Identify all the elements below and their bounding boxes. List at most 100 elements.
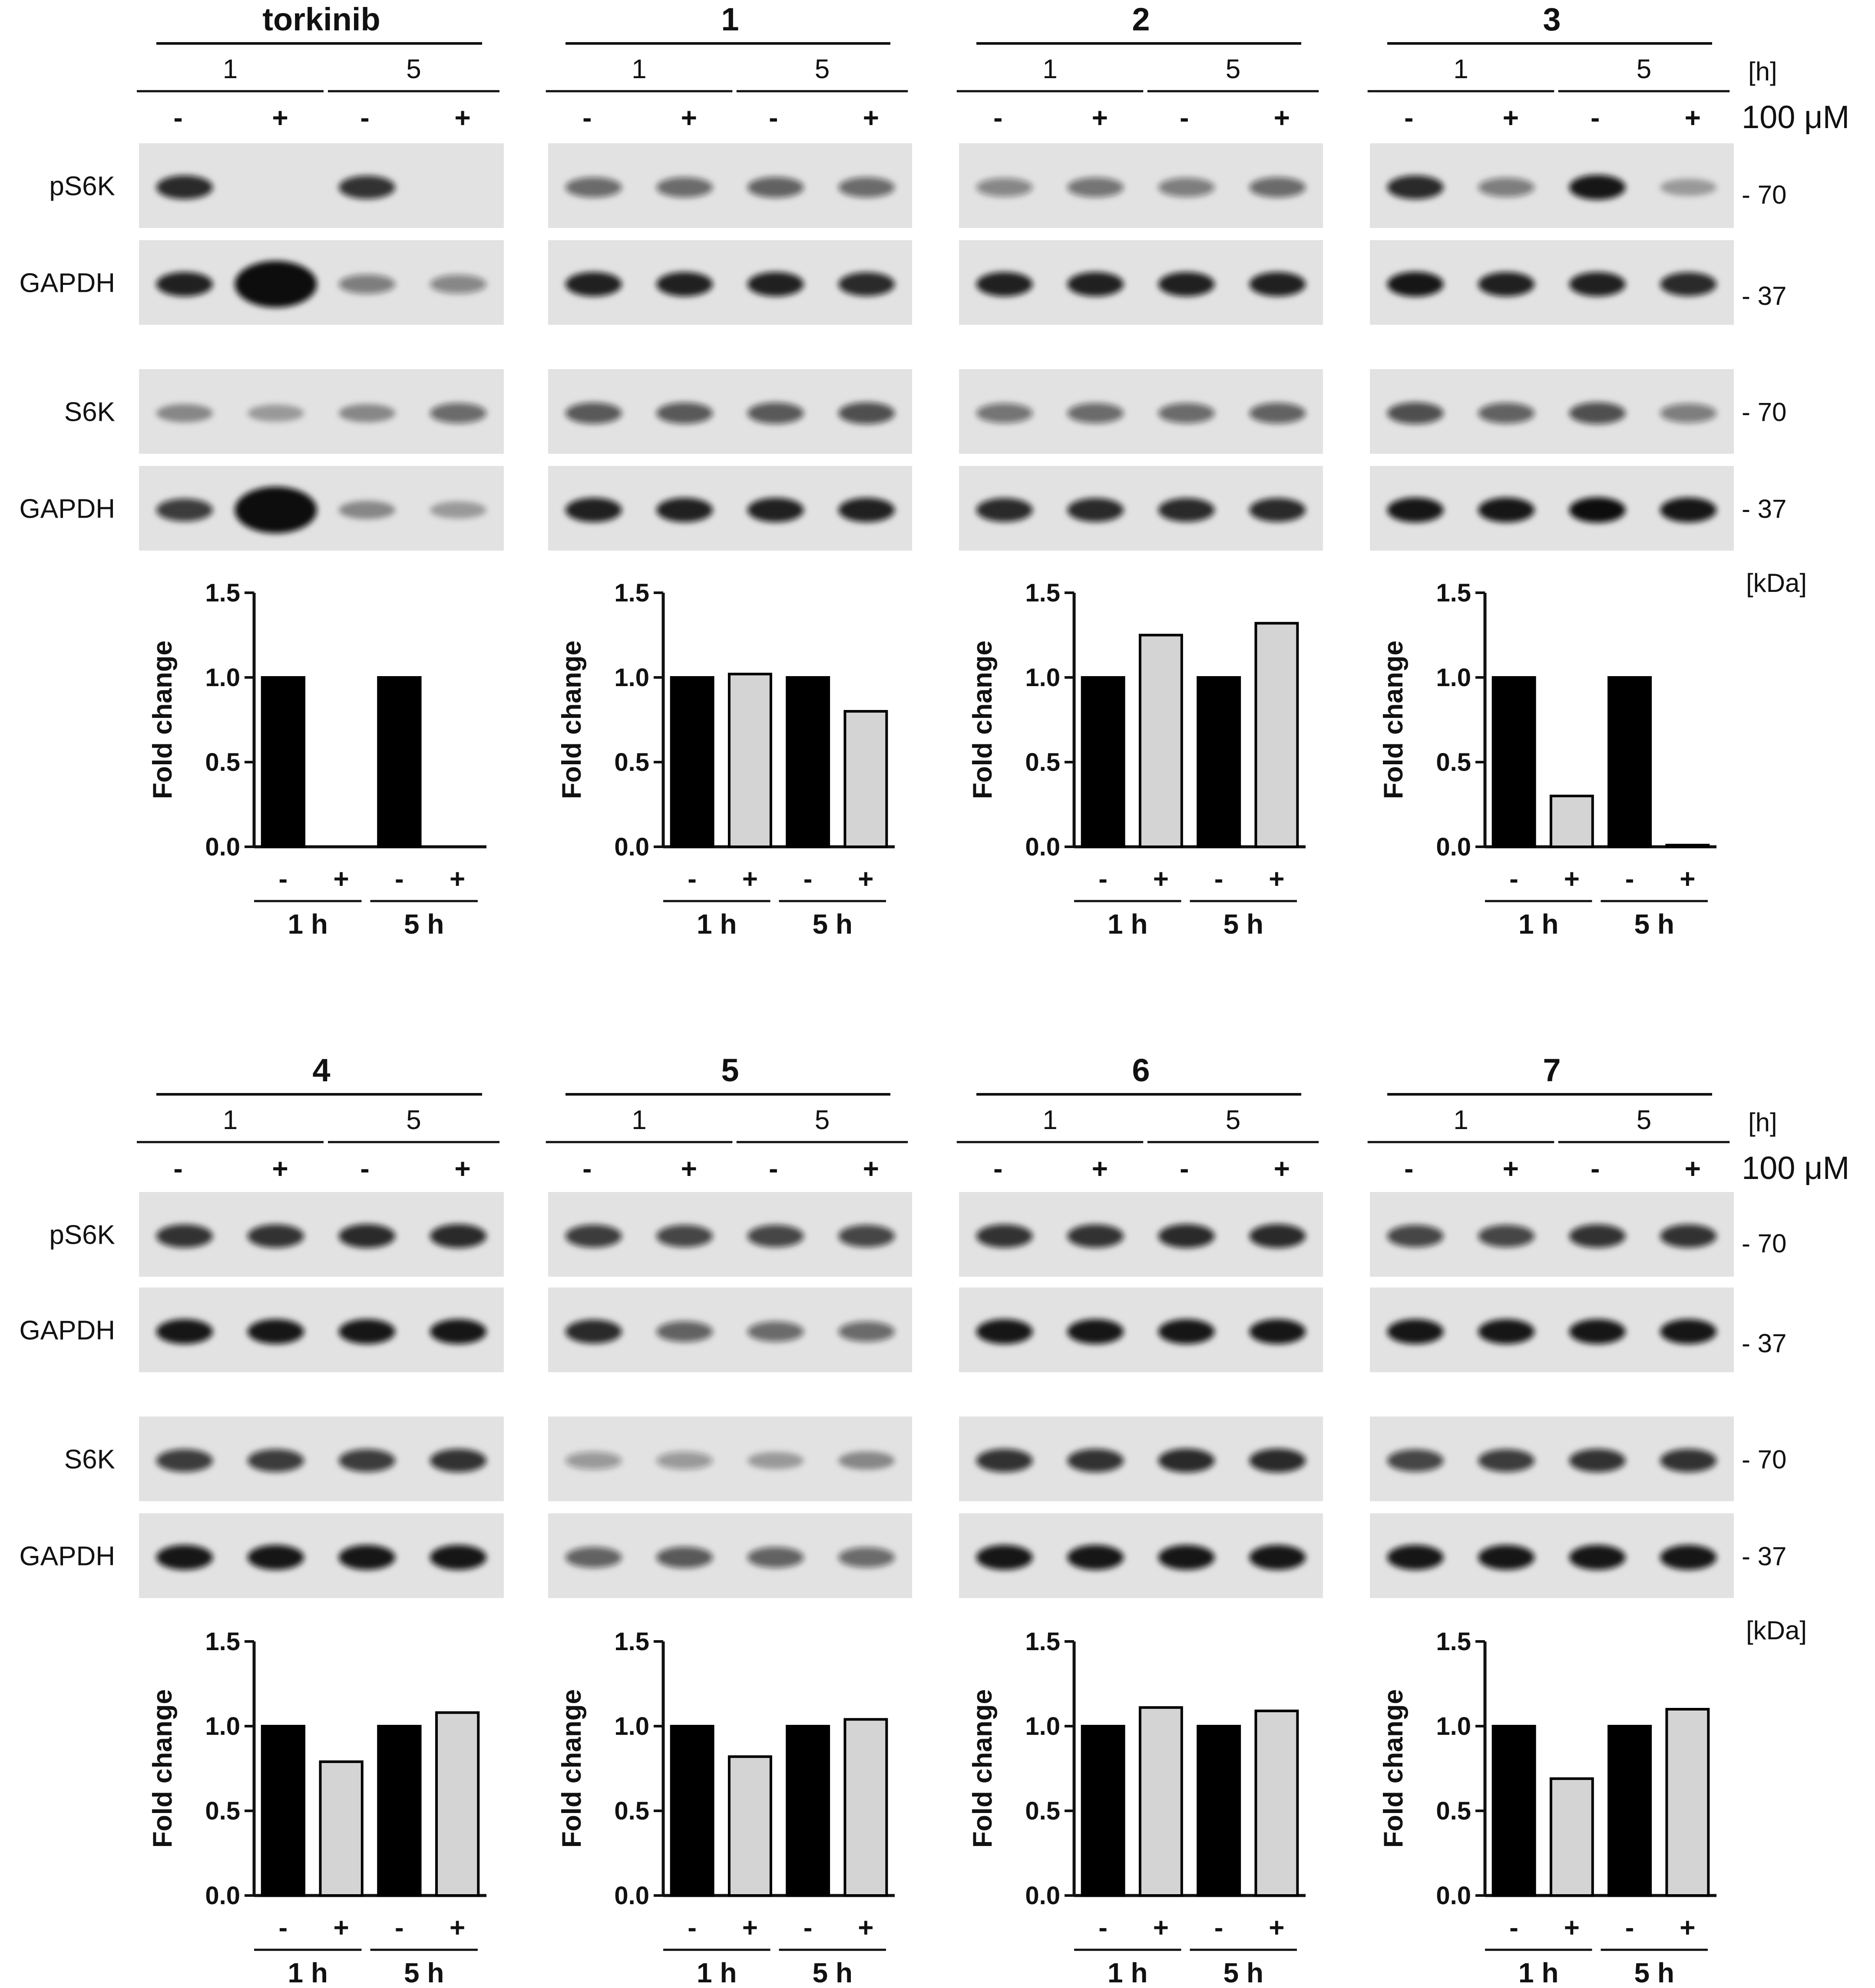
time-label: 1 bbox=[632, 54, 646, 84]
blot-band bbox=[565, 272, 622, 297]
treatment-sign: - bbox=[769, 1153, 778, 1184]
kda-marker: - 37 bbox=[1742, 1329, 1786, 1358]
blot-strip bbox=[959, 1417, 1323, 1501]
blot-band bbox=[1569, 1545, 1626, 1570]
blot-band bbox=[976, 403, 1033, 423]
bar-control bbox=[377, 676, 422, 848]
bar-treated bbox=[728, 1755, 772, 1897]
kda-marker: - 70 bbox=[1742, 180, 1786, 209]
blot-band bbox=[838, 402, 895, 424]
blot-band bbox=[1478, 1225, 1535, 1248]
blot-strip bbox=[959, 369, 1323, 454]
blot-band bbox=[1569, 497, 1626, 523]
blot-band bbox=[156, 175, 213, 199]
bar-treated bbox=[1665, 1708, 1710, 1897]
blot-band bbox=[1067, 272, 1124, 297]
blot-band bbox=[1067, 403, 1124, 423]
blot-strip bbox=[139, 369, 504, 454]
group-label: 5 h bbox=[1634, 1957, 1674, 1988]
blot-band bbox=[1387, 402, 1444, 424]
treatment-sign: + bbox=[1092, 1153, 1108, 1184]
treatment-sign: + bbox=[454, 102, 470, 133]
bar-treated bbox=[1138, 634, 1183, 848]
group-label: 1 h bbox=[1518, 1957, 1558, 1988]
bar-treatment-sign: - bbox=[688, 864, 697, 894]
bar-control bbox=[261, 676, 306, 848]
blot-band bbox=[838, 498, 895, 522]
blot-strip bbox=[959, 240, 1323, 325]
row-label-s6k: S6K bbox=[64, 397, 115, 427]
blot-band bbox=[1158, 403, 1215, 423]
kda-marker: - 70 bbox=[1742, 1445, 1786, 1474]
y-axis-label: Fold change bbox=[968, 1689, 998, 1848]
blot-band bbox=[1660, 1319, 1717, 1344]
y-tick-label: 0.0 bbox=[1436, 833, 1471, 861]
y-tick-label: 1.0 bbox=[205, 664, 240, 692]
time-unit: [h] bbox=[1748, 1108, 1777, 1137]
treatment-sign: + bbox=[863, 1153, 879, 1184]
blot-band bbox=[1249, 272, 1306, 297]
treatment-sign: - bbox=[173, 102, 182, 133]
bar-treatment-sign: - bbox=[1098, 1913, 1108, 1943]
treatment-sign: + bbox=[1503, 102, 1519, 133]
blot-band bbox=[430, 501, 487, 519]
blot-band bbox=[1158, 178, 1215, 197]
bar-control bbox=[670, 676, 714, 848]
blot-band bbox=[1067, 1319, 1124, 1344]
panel-3: 3 1 5 - + - +0.0 0.5 1.0 1.5 Fold change - + - +1 h 5 h bbox=[1367, 1, 1734, 940]
treatment-sign: + bbox=[272, 1153, 288, 1184]
blot-band bbox=[1249, 403, 1306, 424]
bar-chart: 0.0 0.5 1.0 1.5 Fold change - + - +1 h 5 h bbox=[148, 579, 486, 940]
group-label: 5 h bbox=[1224, 1957, 1263, 1988]
panel-title: 1 bbox=[721, 1, 739, 37]
blot-band bbox=[247, 1545, 304, 1570]
blot-band bbox=[565, 1547, 622, 1568]
bar-control bbox=[1081, 676, 1125, 848]
blot-strip bbox=[139, 240, 504, 325]
kda-marker: - 70 bbox=[1742, 398, 1786, 427]
treatment-sign: - bbox=[1591, 102, 1600, 133]
bar-treatment-sign: - bbox=[688, 1913, 697, 1943]
treatment-sign: - bbox=[1404, 1153, 1413, 1184]
panel-4: 4 1 5 - + - +0.0 0.5 1.0 1.5 Fold change - + - +1 h 5 h bbox=[137, 1052, 504, 1988]
row-label-s6k: S6K bbox=[64, 1445, 115, 1475]
y-tick-label: 1.0 bbox=[1436, 664, 1471, 692]
kda-marker: - 37 bbox=[1742, 1542, 1786, 1571]
treatment-sign: - bbox=[1404, 102, 1413, 133]
blot-band bbox=[656, 272, 713, 297]
time-label: 5 bbox=[815, 1105, 830, 1135]
y-tick-label: 0.5 bbox=[1025, 748, 1060, 776]
blot-band bbox=[1158, 498, 1215, 522]
blot-band bbox=[976, 1449, 1033, 1473]
bar-treatment-sign: - bbox=[279, 864, 288, 894]
bar-chart: 0.0 0.5 1.0 1.5 Fold change - + - +1 h 5 h bbox=[557, 1628, 895, 1988]
bar-treatment-sign: - bbox=[1625, 1913, 1634, 1943]
blot-band bbox=[656, 1225, 713, 1248]
y-tick-label: 0.0 bbox=[614, 833, 649, 861]
kda-marker: - 70 bbox=[1742, 1229, 1786, 1258]
blot-band bbox=[565, 1451, 622, 1470]
bar-treated bbox=[728, 673, 772, 848]
blot-band bbox=[156, 499, 213, 522]
treatment-sign: + bbox=[1685, 1153, 1701, 1184]
treatment-sign: - bbox=[360, 1153, 369, 1184]
blot-band bbox=[1478, 272, 1535, 297]
blot-strip bbox=[959, 466, 1323, 551]
bar-chart: 0.0 0.5 1.0 1.5 Fold change - + - +1 h 5 h bbox=[968, 1628, 1306, 1988]
blot-band bbox=[1569, 272, 1626, 297]
y-tick-label: 0.5 bbox=[1025, 1797, 1060, 1825]
y-tick-label: 1.0 bbox=[1025, 1712, 1060, 1740]
group-label: 1 h bbox=[697, 908, 737, 940]
blot-band bbox=[338, 175, 396, 199]
blot-band bbox=[1660, 178, 1717, 196]
blot-band bbox=[1067, 1224, 1124, 1248]
y-tick-label: 1.0 bbox=[1025, 664, 1060, 692]
blot-band bbox=[430, 1224, 487, 1248]
bar-treatment-sign: + bbox=[450, 864, 465, 894]
treatment-sign: - bbox=[769, 102, 778, 133]
treatment-sign: - bbox=[173, 1153, 182, 1184]
time-label: 1 bbox=[1042, 1105, 1057, 1135]
y-axis-label: Fold change bbox=[557, 641, 587, 799]
concentration-label: 100 μM bbox=[1742, 1150, 1849, 1186]
blot-band bbox=[747, 1452, 804, 1470]
